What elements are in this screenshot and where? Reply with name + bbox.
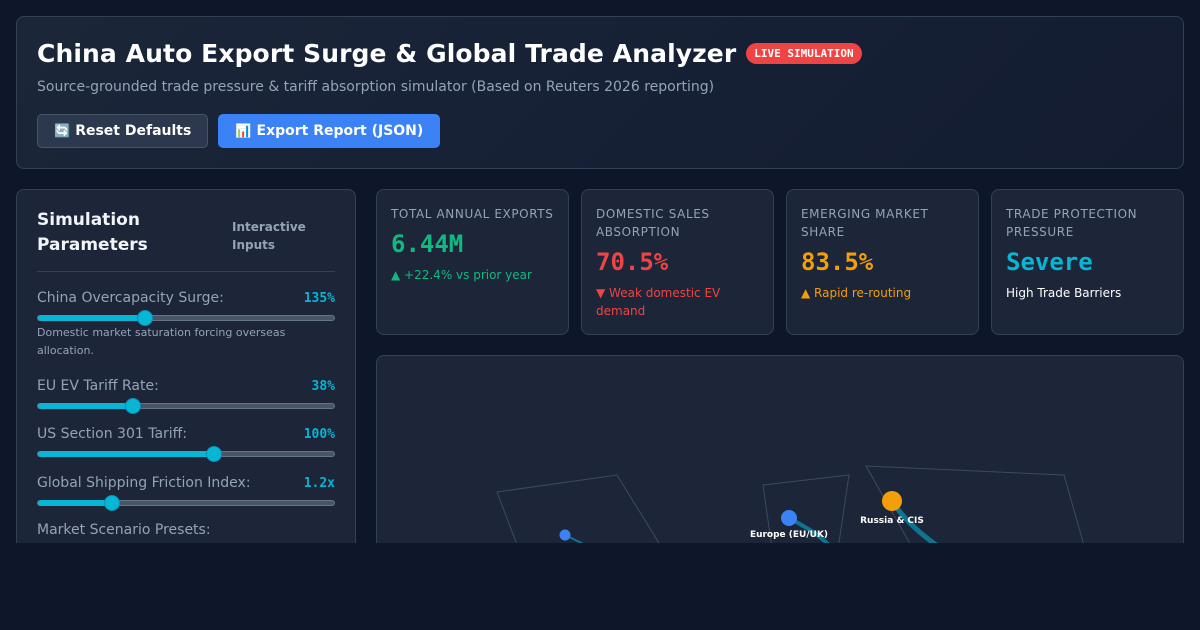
kpi-sub: ▼ Weak domestic EV demand	[596, 286, 721, 318]
header-actions: 🔄 Reset Defaults 📊 Export Report (JSON)	[37, 114, 441, 148]
slider-thumb[interactable]	[104, 495, 120, 511]
param-value: 1.2x	[303, 476, 335, 491]
bar-chart-icon: 📊	[235, 123, 252, 139]
map-node-europe[interactable]	[781, 510, 797, 526]
eu-tariff-slider[interactable]	[37, 398, 335, 414]
param-overcapacity: China Overcapacity Surge: 135% Domestic …	[37, 290, 335, 357]
route-americas	[564, 534, 584, 543]
param-label: Global Shipping Friction Index:	[37, 475, 251, 491]
param-us-tariff: US Section 301 Tariff: 100%	[37, 426, 335, 462]
param-value: 100%	[303, 427, 335, 442]
map-landmass-europe	[762, 474, 850, 543]
presets-label: Market Scenario Presets:	[37, 522, 211, 538]
map-node-americas[interactable]	[559, 529, 571, 541]
slider-thumb[interactable]	[206, 446, 223, 462]
trade-flow-map: Europe (EU/UK) Russia & CIS	[376, 355, 1184, 543]
param-value: 38%	[311, 379, 335, 394]
param-value: 135%	[303, 291, 335, 306]
params-tag: Interactive Inputs	[232, 220, 306, 252]
kpi-value: 70.5%	[596, 248, 669, 276]
kpi-label: Emerging Market Share	[801, 207, 929, 239]
overcapacity-slider[interactable]	[37, 310, 335, 326]
map-landmass-americas	[496, 474, 660, 543]
kpi-value: Severe	[1006, 248, 1093, 276]
kpi-value: 83.5%	[801, 248, 874, 276]
export-report-button[interactable]: 📊 Export Report (JSON)	[218, 114, 441, 148]
kpi-label: Trade Protection Pressure	[1006, 207, 1138, 239]
kpi-sub: High Trade Barriers	[1006, 286, 1122, 300]
map-label-europe: Europe (EU/UK)	[750, 530, 828, 540]
kpi-trade-protection: Trade Protection Pressure Severe High Tr…	[991, 189, 1184, 335]
slider-thumb[interactable]	[124, 398, 141, 414]
kpi-label: Total Annual Exports	[391, 207, 554, 221]
map-node-russia[interactable]	[882, 491, 902, 511]
map-landmass-asia	[865, 465, 1084, 543]
us-tariff-slider[interactable]	[37, 446, 335, 462]
refresh-icon: 🔄	[54, 123, 71, 139]
param-shipping-friction: Global Shipping Friction Index: 1.2x	[37, 475, 335, 511]
param-label: China Overcapacity Surge:	[37, 290, 224, 306]
export-report-label: Export Report (JSON)	[256, 123, 424, 139]
reset-defaults-button[interactable]: 🔄 Reset Defaults	[37, 114, 209, 148]
shipping-friction-slider[interactable]	[37, 495, 335, 511]
kpi-domestic-absorption: Domestic Sales Absorption 70.5% ▼ Weak d…	[581, 189, 774, 335]
header-card: China Auto Export Surge & Global Trade A…	[16, 16, 1184, 169]
kpi-sub: ▲ Rapid re-routing	[801, 286, 912, 300]
title-row: China Auto Export Surge & Global Trade A…	[37, 39, 862, 68]
app-viewport: China Auto Export Surge & Global Trade A…	[16, 16, 1184, 543]
param-note: Domestic market saturation forcing overs…	[37, 326, 286, 357]
params-header: Simulation Parameters Interactive Inputs	[37, 208, 335, 272]
kpi-value: 6.44M	[391, 230, 464, 258]
kpi-emerging-market-share: Emerging Market Share 83.5% ▲ Rapid re-r…	[786, 189, 979, 335]
param-label: EU EV Tariff Rate:	[37, 378, 159, 394]
live-simulation-badge: LIVE SIMULATION	[746, 43, 862, 64]
simulation-parameters-panel: Simulation Parameters Interactive Inputs…	[16, 189, 356, 543]
page-subtitle: Source-grounded trade pressure & tariff …	[37, 79, 715, 95]
kpi-label: Domestic Sales Absorption	[596, 207, 710, 239]
slider-thumb[interactable]	[136, 310, 153, 326]
param-eu-tariff: EU EV Tariff Rate: 38%	[37, 378, 335, 414]
kpi-sub: ▲ +22.4% vs prior year	[391, 268, 532, 282]
map-label-russia: Russia & CIS	[860, 516, 924, 526]
params-title: Simulation Parameters	[37, 210, 148, 255]
param-label: US Section 301 Tariff:	[37, 426, 188, 442]
trade-map-svg: Europe (EU/UK) Russia & CIS	[496, 465, 1084, 543]
reset-defaults-label: Reset Defaults	[75, 123, 192, 139]
page-title: China Auto Export Surge & Global Trade A…	[37, 39, 737, 68]
kpi-total-exports: Total Annual Exports 6.44M ▲ +22.4% vs p…	[376, 189, 569, 335]
